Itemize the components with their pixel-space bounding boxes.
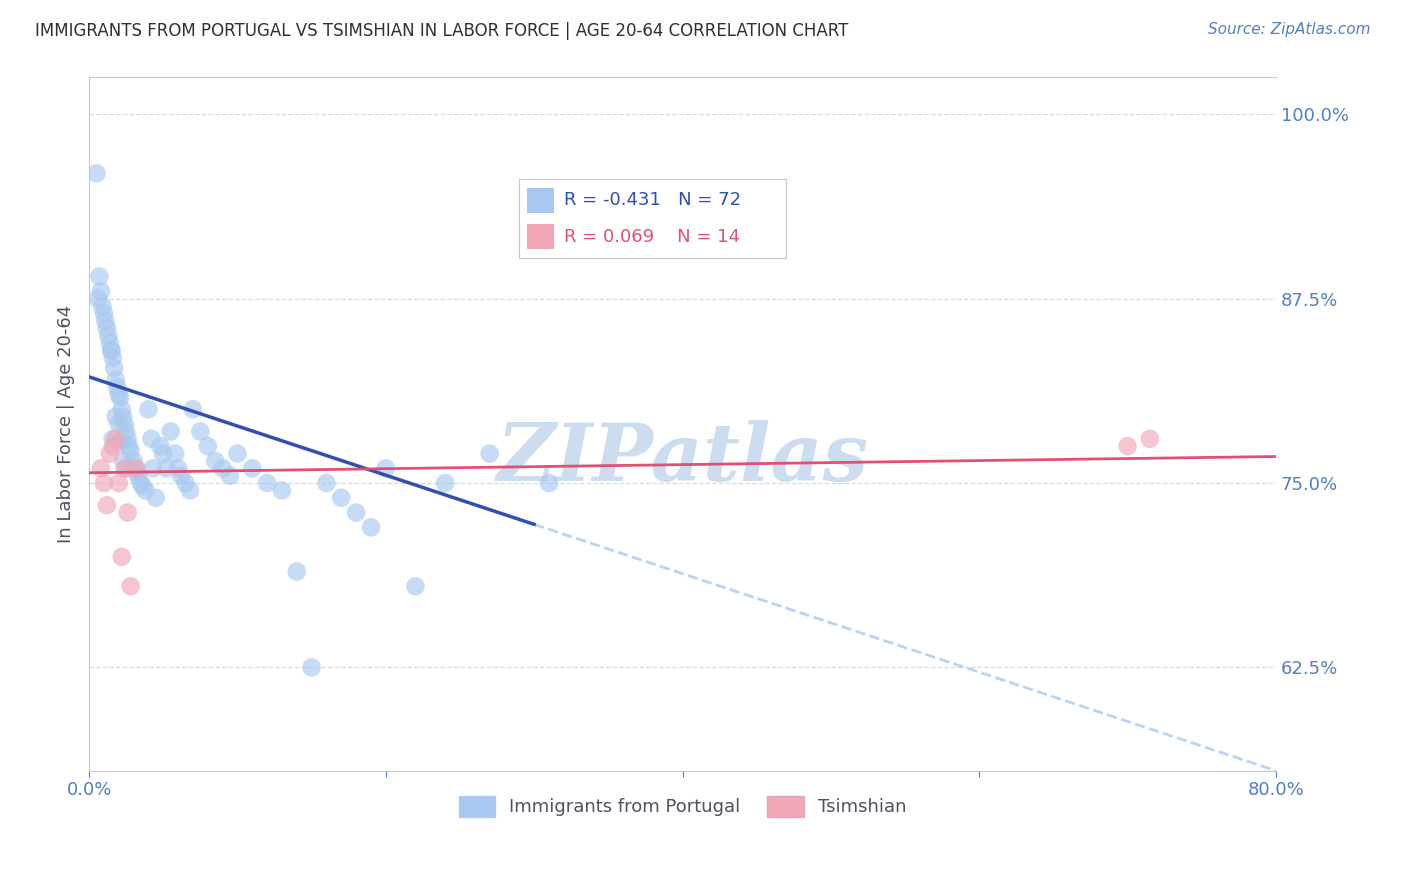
Point [188, 425, 211, 439]
Point [360, 520, 382, 534]
Point [131, 479, 153, 493]
Point [101, 432, 124, 446]
Point [107, 387, 129, 401]
Point [129, 476, 152, 491]
Legend: Immigrants from Portugal, Tsimshian: Immigrants from Portugal, Tsimshian [451, 789, 914, 824]
Point [86, 166, 108, 180]
Point [98, 446, 121, 460]
Point [91, 299, 114, 313]
Point [117, 506, 139, 520]
Point [104, 409, 127, 424]
Point [93, 476, 115, 491]
Point [110, 434, 132, 449]
Point [179, 483, 201, 498]
Point [120, 579, 142, 593]
Point [344, 506, 367, 520]
Point [197, 439, 219, 453]
Point [165, 446, 187, 460]
Point [93, 306, 115, 320]
Point [211, 461, 233, 475]
Point [89, 269, 111, 284]
Point [1116, 439, 1139, 453]
Point [90, 461, 112, 475]
FancyBboxPatch shape [527, 188, 554, 213]
Point [434, 476, 457, 491]
Point [122, 454, 145, 468]
Point [152, 446, 174, 460]
Point [101, 439, 124, 453]
Point [101, 351, 124, 365]
Text: R = -0.431   N = 72: R = -0.431 N = 72 [564, 192, 741, 210]
Point [118, 439, 141, 453]
Y-axis label: In Labor Force | Age 20-64: In Labor Force | Age 20-64 [58, 305, 75, 543]
Point [100, 343, 122, 358]
Point [120, 443, 142, 458]
Point [226, 446, 249, 460]
Point [149, 439, 172, 453]
Point [112, 409, 135, 424]
Point [87, 292, 110, 306]
Text: ZIPatlas: ZIPatlas [496, 420, 869, 498]
Point [107, 476, 129, 491]
Point [374, 461, 396, 475]
Point [111, 549, 134, 564]
Point [104, 373, 127, 387]
Point [159, 425, 181, 439]
Point [271, 483, 294, 498]
Point [105, 380, 128, 394]
Point [240, 461, 263, 475]
Point [478, 446, 501, 460]
Point [124, 461, 146, 475]
Point [115, 461, 138, 475]
Point [100, 343, 122, 358]
Point [115, 425, 138, 439]
Point [90, 285, 112, 299]
Point [117, 432, 139, 446]
Point [204, 454, 226, 468]
Point [219, 468, 242, 483]
Point [1139, 432, 1161, 446]
Point [256, 476, 278, 491]
Point [125, 464, 148, 478]
Text: Source: ZipAtlas.com: Source: ZipAtlas.com [1208, 22, 1371, 37]
Point [111, 402, 134, 417]
Point [125, 461, 148, 475]
Text: R = 0.069    N = 14: R = 0.069 N = 14 [564, 227, 741, 246]
Point [155, 461, 177, 475]
Point [97, 328, 120, 343]
Point [96, 498, 118, 512]
Point [107, 417, 129, 431]
Point [141, 432, 163, 446]
Point [127, 468, 149, 483]
Point [285, 565, 308, 579]
Point [114, 461, 136, 475]
Point [174, 476, 197, 491]
Point [134, 483, 156, 498]
Point [96, 321, 118, 335]
Point [103, 361, 125, 376]
Point [181, 402, 204, 417]
FancyBboxPatch shape [527, 224, 554, 250]
Point [330, 491, 353, 505]
Point [110, 391, 132, 405]
Point [104, 432, 127, 446]
Point [98, 335, 121, 350]
Point [114, 417, 136, 431]
Text: IMMIGRANTS FROM PORTUGAL VS TSIMSHIAN IN LABOR FORCE | AGE 20-64 CORRELATION CHA: IMMIGRANTS FROM PORTUGAL VS TSIMSHIAN IN… [35, 22, 849, 40]
Point [537, 476, 560, 491]
Point [301, 660, 323, 674]
Point [404, 579, 426, 593]
Point [138, 402, 160, 417]
Point [315, 476, 337, 491]
Point [142, 461, 165, 475]
Point [94, 314, 117, 328]
Point [167, 461, 190, 475]
Point [112, 454, 135, 468]
Point [145, 491, 167, 505]
Point [170, 468, 193, 483]
